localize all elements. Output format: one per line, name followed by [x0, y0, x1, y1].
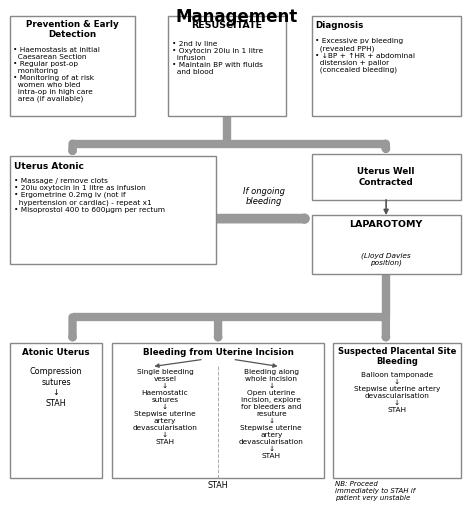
Text: Suspected Placental Site
Bleeding: Suspected Placental Site Bleeding [337, 347, 456, 366]
Text: LAPAROTOMY: LAPAROTOMY [349, 220, 423, 229]
Text: (Lloyd Davies
position): (Lloyd Davies position) [361, 252, 411, 266]
Text: Single bleeding
vessel
↓
Haemostatic
sutures
↓
Stepwise uterine
artery
devascula: Single bleeding vessel ↓ Haemostatic sut… [133, 369, 197, 445]
Text: STAH: STAH [208, 481, 228, 489]
FancyBboxPatch shape [168, 16, 286, 116]
Text: Management: Management [176, 8, 298, 26]
Text: Bleeding from Uterine Incision: Bleeding from Uterine Incision [143, 348, 293, 357]
FancyBboxPatch shape [10, 16, 136, 116]
FancyBboxPatch shape [10, 157, 216, 264]
FancyBboxPatch shape [10, 343, 102, 478]
FancyBboxPatch shape [312, 16, 461, 116]
Text: RESUSCITATE: RESUSCITATE [191, 21, 263, 30]
FancyBboxPatch shape [112, 343, 324, 478]
Text: • Haemostasis at initial
  Caesarean Section
• Regular post-op
  monitoring
• Mo: • Haemostasis at initial Caesarean Secti… [13, 47, 100, 102]
Text: Prevention & Early
Detection: Prevention & Early Detection [27, 20, 119, 39]
Text: Bleeding along
whole incision
↓
Open uterine
incision, explore
for bleeders and
: Bleeding along whole incision ↓ Open ute… [239, 369, 304, 459]
FancyBboxPatch shape [312, 154, 461, 200]
Text: Uterus Well
Contracted: Uterus Well Contracted [357, 167, 415, 186]
Text: • Massage / remove clots
• 20iu oxytocin in 1 litre as infusion
• Ergometrine 0.: • Massage / remove clots • 20iu oxytocin… [14, 178, 165, 213]
Text: NB: Proceed
immediately to STAH if
patient very unstable: NB: Proceed immediately to STAH if patie… [335, 481, 416, 501]
Text: Atonic Uterus: Atonic Uterus [22, 348, 90, 357]
Text: • Excessive pv bleeding
  (revealed PPH)
• ↓BP + ↑HR + abdominal
  distension + : • Excessive pv bleeding (revealed PPH) •… [316, 38, 415, 74]
Text: Balloon tamponade
↓
Stepwise uterine artery
devascularisation
↓
STAH: Balloon tamponade ↓ Stepwise uterine art… [354, 372, 440, 413]
Text: Diagnosis: Diagnosis [316, 21, 364, 30]
Text: Compression
sutures
↓
STAH: Compression sutures ↓ STAH [30, 367, 82, 408]
FancyBboxPatch shape [312, 215, 461, 274]
FancyBboxPatch shape [333, 343, 461, 478]
Text: Uterus Atonic: Uterus Atonic [14, 162, 84, 170]
Text: If ongoing
bleeding: If ongoing bleeding [243, 187, 285, 206]
Text: • 2nd iv line
• Oxytocin 20iu in 1 litre
  infusion
• Maintain BP with fluids
  : • 2nd iv line • Oxytocin 20iu in 1 litre… [172, 40, 263, 75]
